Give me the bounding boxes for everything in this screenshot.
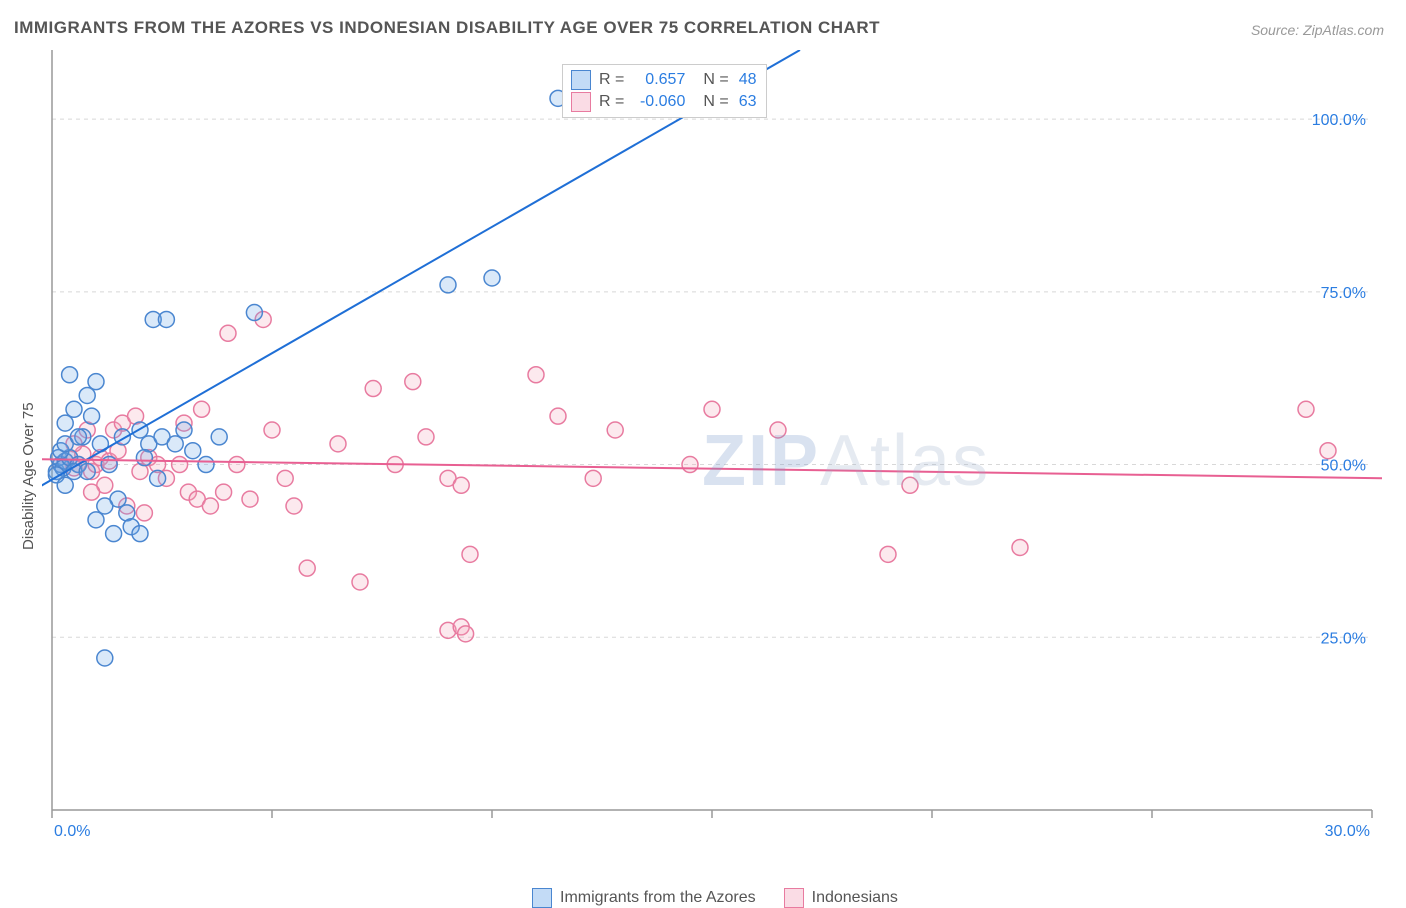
data-point-azores <box>167 436 183 452</box>
data-point-azores <box>185 443 201 459</box>
data-point-indonesians <box>242 491 258 507</box>
n-label: N = <box>703 69 728 91</box>
data-point-azores <box>106 526 122 542</box>
data-point-indonesians <box>365 381 381 397</box>
legend-swatch-indonesians <box>571 92 591 112</box>
series-swatch-azores <box>532 888 552 908</box>
n-value-azores: 48 <box>739 69 757 91</box>
y-tick-label: 25.0% <box>1321 630 1366 647</box>
data-point-azores <box>211 429 227 445</box>
data-point-azores <box>158 311 174 327</box>
data-point-indonesians <box>220 325 236 341</box>
n-label: N = <box>703 91 728 113</box>
r-value-azores: 0.657 <box>630 69 685 91</box>
data-point-indonesians <box>880 546 896 562</box>
data-point-indonesians <box>418 429 434 445</box>
r-label: R = <box>599 91 624 113</box>
data-point-azores <box>484 270 500 286</box>
data-point-indonesians <box>585 470 601 486</box>
data-point-indonesians <box>682 457 698 473</box>
data-point-indonesians <box>528 367 544 383</box>
scatter-chart: 25.0%50.0%75.0%100.0%0.0%30.0% ZIPAtlas … <box>42 50 1382 840</box>
data-point-indonesians <box>550 408 566 424</box>
source-label: Source: ZipAtlas.com <box>1251 22 1384 38</box>
data-point-azores <box>62 367 78 383</box>
data-point-indonesians <box>172 457 188 473</box>
data-point-indonesians <box>264 422 280 438</box>
data-point-azores <box>88 374 104 390</box>
data-point-indonesians <box>277 470 293 486</box>
data-point-indonesians <box>770 422 786 438</box>
series-swatch-indonesians <box>784 888 804 908</box>
data-point-azores <box>440 277 456 293</box>
series-legend-item-indonesians: Indonesians <box>784 888 898 908</box>
data-point-azores <box>57 477 73 493</box>
data-point-indonesians <box>352 574 368 590</box>
y-tick-label: 75.0% <box>1321 285 1366 302</box>
data-point-indonesians <box>1012 539 1028 555</box>
data-point-azores <box>84 408 100 424</box>
data-point-azores <box>57 415 73 431</box>
data-point-indonesians <box>136 505 152 521</box>
data-point-azores <box>88 512 104 528</box>
data-point-azores <box>246 305 262 321</box>
y-tick-label: 50.0% <box>1321 458 1366 475</box>
legend-row-azores: R = 0.657 N = 48 <box>571 69 756 91</box>
data-point-azores <box>136 450 152 466</box>
data-point-azores <box>101 457 117 473</box>
data-point-indonesians <box>607 422 623 438</box>
data-point-azores <box>66 401 82 417</box>
data-point-indonesians <box>202 498 218 514</box>
data-point-azores <box>97 498 113 514</box>
data-point-indonesians <box>1298 401 1314 417</box>
data-point-indonesians <box>453 477 469 493</box>
data-point-azores <box>150 470 166 486</box>
legend-row-indonesians: R = -0.060 N = 63 <box>571 91 756 113</box>
data-point-indonesians <box>216 484 232 500</box>
data-point-indonesians <box>1320 443 1336 459</box>
series-legend: Immigrants from the Azores Indonesians <box>532 888 898 908</box>
data-point-azores <box>79 387 95 403</box>
data-point-azores <box>132 526 148 542</box>
chart-title: IMMIGRANTS FROM THE AZORES VS INDONESIAN… <box>14 18 880 38</box>
data-point-indonesians <box>704 401 720 417</box>
correlation-legend: R = 0.657 N = 48 R = -0.060 N = 63 <box>562 64 767 118</box>
y-axis-label: Disability Age Over 75 <box>20 402 37 550</box>
data-point-azores <box>70 429 86 445</box>
data-point-indonesians <box>84 484 100 500</box>
data-point-indonesians <box>299 560 315 576</box>
data-point-azores <box>97 650 113 666</box>
series-legend-item-azores: Immigrants from the Azores <box>532 888 756 908</box>
n-value-indonesians: 63 <box>739 91 757 113</box>
data-point-azores <box>176 422 192 438</box>
data-point-indonesians <box>462 546 478 562</box>
x-tick-label: 30.0% <box>1325 823 1370 840</box>
data-point-indonesians <box>405 374 421 390</box>
r-value-indonesians: -0.060 <box>630 91 685 113</box>
r-label: R = <box>599 69 624 91</box>
legend-swatch-azores <box>571 70 591 90</box>
data-point-indonesians <box>194 401 210 417</box>
data-point-indonesians <box>458 626 474 642</box>
data-point-azores <box>79 463 95 479</box>
data-point-indonesians <box>330 436 346 452</box>
chart-svg: 25.0% 50.0% 75.0% 100.0% 0.0% 30.0% <box>42 50 1382 840</box>
data-point-indonesians <box>902 477 918 493</box>
x-tick-label: 0.0% <box>54 823 90 840</box>
data-point-azores <box>198 457 214 473</box>
data-point-indonesians <box>229 457 245 473</box>
y-tick-label: 100.0% <box>1312 112 1366 129</box>
data-point-indonesians <box>286 498 302 514</box>
